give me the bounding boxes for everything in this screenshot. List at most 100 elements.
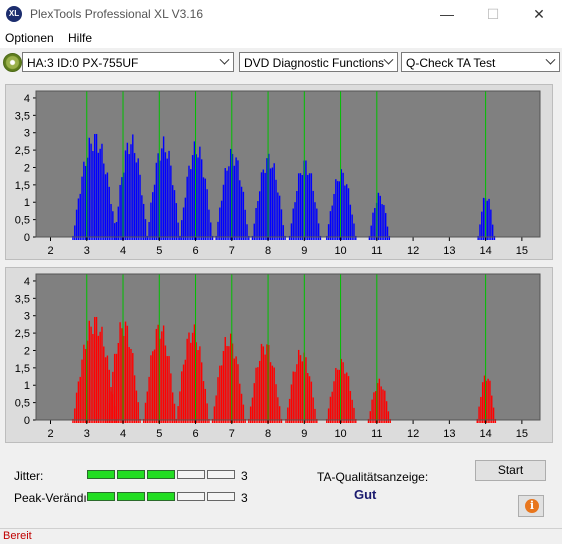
histogram-bar	[351, 214, 353, 240]
lower-chart-panel: 4 3,5 3 2,5 2 1,5 1 0,5 0 2 3 4 5 6 7 8 9 10 11 12 13 14 15	[5, 267, 553, 443]
histogram-bar	[336, 369, 339, 423]
peak-value: 3	[241, 491, 248, 505]
histogram-bar	[94, 134, 96, 240]
histogram-bar	[329, 211, 332, 240]
histogram-bar	[110, 204, 112, 240]
x-tick-label: 13	[443, 428, 455, 440]
histogram-bar	[222, 350, 225, 423]
histogram-bar	[288, 235, 291, 240]
histogram-bar	[157, 153, 159, 240]
histogram-bar	[346, 372, 348, 423]
test-select[interactable]: Q-Check TA Test	[401, 52, 560, 72]
histogram-bar	[219, 207, 221, 240]
histogram-bar	[77, 381, 80, 423]
start-button[interactable]: Start	[475, 460, 546, 481]
histogram-bar	[106, 355, 109, 423]
histogram-bar	[299, 173, 302, 240]
histogram-bar	[83, 344, 85, 423]
jitter-meter	[87, 470, 237, 480]
histogram-bar	[384, 390, 386, 423]
histogram-bar	[482, 197, 485, 240]
histogram-bar	[162, 325, 165, 423]
histogram-bar	[74, 408, 76, 423]
histogram-bar	[195, 154, 197, 240]
close-button[interactable]: ✕	[533, 6, 545, 22]
histogram-bar	[235, 356, 237, 423]
histogram-bar	[340, 358, 342, 423]
upper-jitter-chart: 4 3,5 3 2,5 2 1,5 1 0,5 0 2 3 4 5 6 7 8 9 10 11 12 13 14 15	[15, 90, 541, 257]
histogram-bar	[95, 133, 98, 240]
histogram-bar	[260, 172, 263, 240]
histogram-bar	[142, 418, 145, 423]
x-tick-label: 3	[84, 428, 90, 440]
function-select-value: DVD Diagnostic Functions	[244, 56, 385, 70]
minimize-button[interactable]: —	[440, 6, 454, 22]
histogram-bar	[269, 168, 272, 240]
histogram-bar	[251, 235, 254, 240]
meter-cell	[207, 492, 235, 501]
histogram-bar	[150, 202, 152, 240]
histogram-bar	[217, 377, 219, 423]
histogram-bar	[346, 184, 348, 240]
y-tick-label: 0	[24, 232, 30, 244]
x-tick-label: 2	[47, 428, 53, 440]
histogram-bar	[493, 235, 496, 240]
histogram-bar	[88, 137, 90, 240]
histogram-bar	[349, 390, 352, 423]
histogram-bar	[305, 160, 307, 240]
histogram-bar	[179, 391, 181, 423]
histogram-bar	[478, 406, 480, 423]
histogram-bar	[188, 332, 190, 423]
histogram-bar	[190, 342, 192, 423]
histogram-bar	[282, 225, 284, 240]
histogram-bar	[246, 224, 248, 240]
histogram-bar	[380, 386, 382, 423]
meter-cell	[87, 492, 115, 501]
histogram-bar	[228, 346, 230, 423]
peak-label: Peak-Verändı	[14, 491, 87, 505]
histogram-bar	[285, 418, 287, 423]
histogram-bar	[372, 212, 374, 240]
meter-cell	[177, 470, 205, 479]
histogram-bar	[191, 332, 194, 423]
info-button[interactable]: i	[518, 495, 544, 517]
histogram-bar	[211, 418, 214, 423]
histogram-bar	[182, 364, 185, 423]
menu-optionen[interactable]: Optionen	[5, 31, 54, 45]
histogram-bar	[184, 197, 187, 240]
histogram-bar	[133, 375, 136, 423]
histogram-bar	[197, 157, 199, 240]
histogram-bar	[273, 163, 275, 240]
x-tick-label: 6	[192, 245, 198, 257]
histogram-bar	[492, 407, 495, 423]
histogram-bar	[83, 161, 85, 240]
menu-hilfe[interactable]: Hilfe	[68, 31, 93, 45]
y-tick-label: 3,5	[15, 293, 30, 305]
histogram-bar	[240, 393, 243, 423]
histogram-bar	[182, 207, 185, 240]
histogram-bar	[132, 134, 134, 240]
histogram-bar	[113, 235, 116, 240]
histogram-bar	[121, 177, 123, 240]
histogram-bar	[262, 169, 265, 240]
histogram-bar	[248, 418, 250, 423]
histogram-bar	[101, 143, 103, 240]
histogram-bar	[239, 180, 241, 240]
histogram-bar	[326, 418, 328, 423]
function-select[interactable]: DVD Diagnostic Functions	[239, 52, 398, 72]
histogram-bar	[308, 173, 311, 240]
x-tick-label: 9	[301, 245, 307, 257]
histogram-bar	[294, 202, 296, 240]
toolbar: HA:3 ID:0 PX-755UF DVD Diagnostic Functi…	[0, 48, 562, 78]
maximize-button[interactable]: ☐	[486, 6, 500, 22]
histogram-bar	[381, 204, 383, 240]
histogram-bar	[310, 173, 313, 240]
histogram-bar	[290, 223, 293, 240]
histogram-bar	[489, 380, 491, 423]
disc-icon[interactable]	[3, 53, 22, 72]
histogram-bar	[139, 174, 141, 240]
histogram-bar	[264, 172, 266, 240]
histogram-bar	[229, 148, 232, 240]
histogram-bar	[157, 324, 159, 423]
drive-select[interactable]: HA:3 ID:0 PX-755UF	[22, 52, 234, 72]
